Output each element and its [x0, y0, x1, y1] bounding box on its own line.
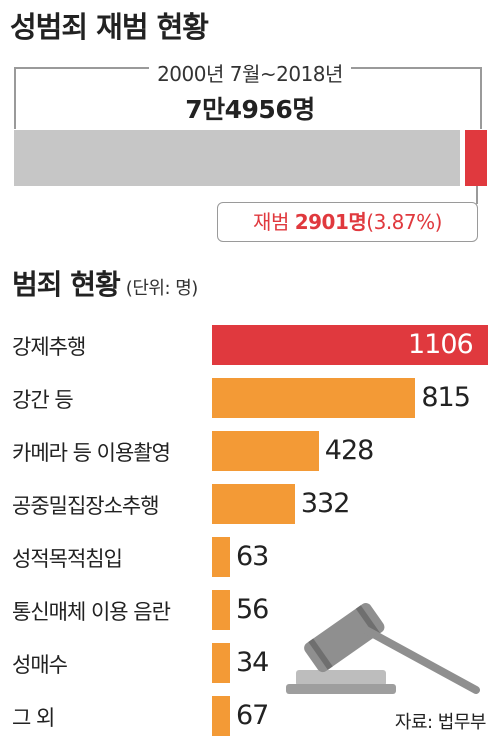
- bar: [212, 378, 416, 418]
- callout-leader-line: [476, 186, 478, 204]
- repeat-bar: [465, 130, 487, 186]
- value-label: 428: [324, 435, 375, 466]
- value-label: 34: [236, 647, 269, 678]
- section-title: 범죄 현황 (단위: 명): [12, 263, 198, 303]
- category-label: 성적목적침입: [12, 547, 123, 571]
- section-title-text: 범죄 현황: [12, 268, 121, 301]
- repeat-count: 2901명: [294, 210, 367, 234]
- bar: [212, 696, 230, 736]
- category-label: 강간 등: [12, 388, 74, 412]
- value-label: 56: [236, 594, 269, 625]
- value-label: 1106: [408, 329, 474, 360]
- category-label: 카메라 등 이용촬영: [12, 441, 171, 465]
- chart-title: 성범죄 재범 현황: [10, 10, 209, 44]
- value-label: 63: [236, 541, 269, 572]
- bar: [212, 431, 319, 471]
- bar: [212, 590, 230, 630]
- bar: [212, 325, 488, 365]
- repeat-percent: (3.87%): [366, 210, 442, 234]
- total-count: 7만4956명: [185, 95, 315, 124]
- bar: [212, 643, 230, 683]
- category-label: 공중밀집장소추행: [12, 494, 160, 518]
- bar: [212, 537, 230, 577]
- gavel-icon: [286, 603, 480, 694]
- value-label: 67: [236, 700, 269, 731]
- value-label: 815: [421, 382, 471, 413]
- category-label: 강제추행: [12, 335, 86, 359]
- unit-label: (단위: 명): [125, 278, 199, 299]
- category-label: 성매수: [12, 653, 68, 677]
- total-bar: [14, 130, 460, 186]
- value-label: 332: [300, 488, 351, 519]
- category-label: 통신매체 이용 음란: [12, 600, 171, 624]
- period-label-wrap: 2000년 7월~2018년: [0, 58, 500, 87]
- source-label: 자료: 법무부: [394, 712, 487, 733]
- repeat-prefix: 재범: [253, 210, 295, 234]
- repeat-callout: 재범 2901명(3.87%): [217, 202, 478, 242]
- bar: [212, 484, 295, 524]
- category-label: 그 외: [12, 706, 55, 730]
- period-label: 2000년 7월~2018년: [149, 62, 351, 86]
